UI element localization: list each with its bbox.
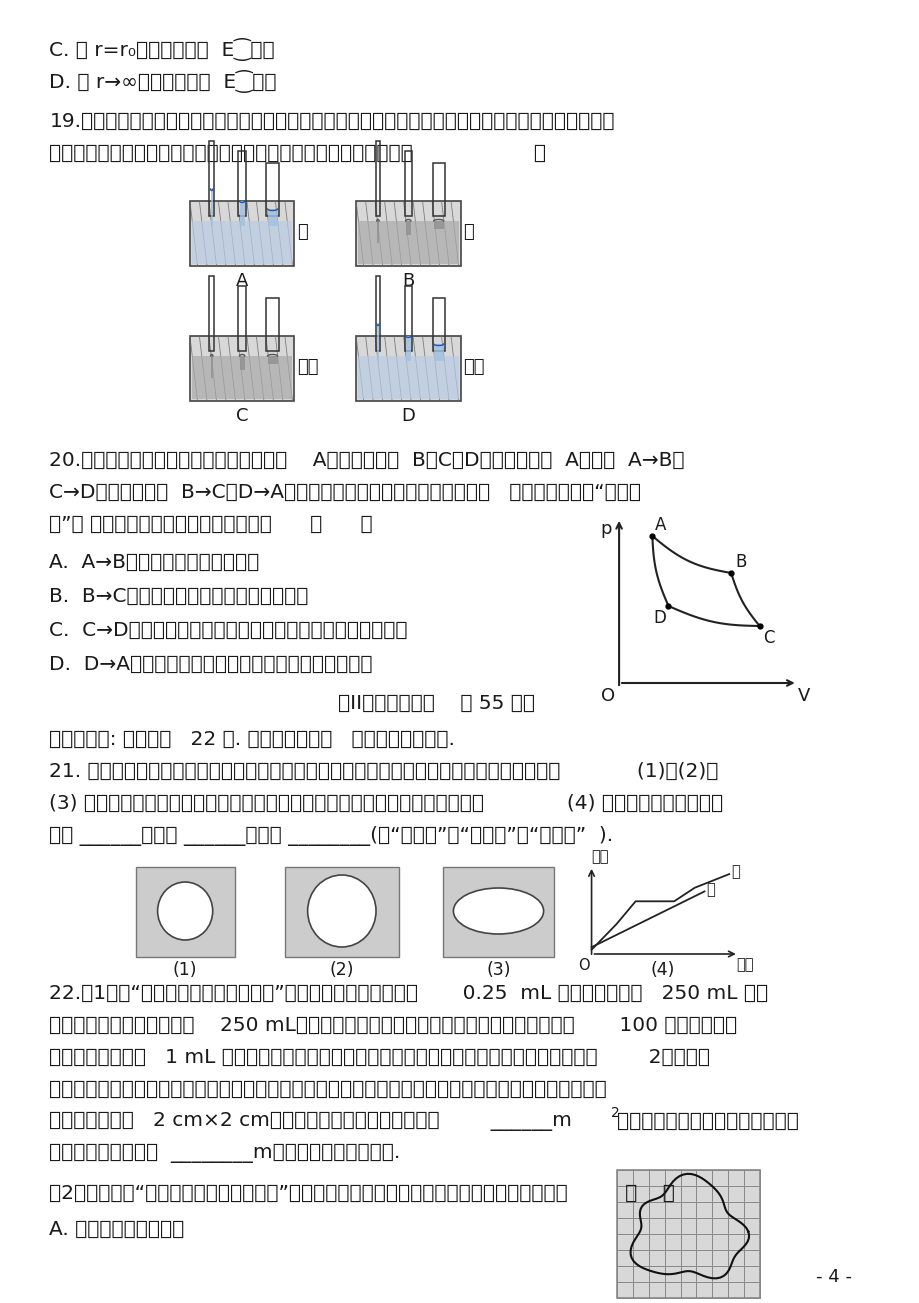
Text: 第II卷（非选择题    共 55 分）: 第II卷（非选择题 共 55 分）	[338, 694, 535, 713]
Text: O: O	[600, 687, 614, 705]
Bar	[357, 356, 459, 399]
Text: 水: 水	[463, 223, 473, 241]
Text: (2): (2)	[329, 962, 354, 979]
Text: B.  B→C过程中，气体分子的平均动能增大: B. B→C过程中，气体分子的平均动能增大	[50, 586, 309, 606]
Text: B: B	[402, 272, 414, 291]
Text: D: D	[401, 407, 414, 425]
Text: D. 当 r→∞时，分子势能  E⁐最小: D. 当 r→∞时，分子势能 E⁐最小	[50, 70, 277, 93]
Text: 同粗细的三根毛细管插入水和水銀中，如图所示，正确的现象应是（                   ）: 同粗细的三根毛细管插入水和水銀中，如图所示，正确的现象应是（ ）	[50, 145, 546, 163]
Bar	[267, 298, 278, 351]
Text: 出油膜分子的直径是  ________m（保留一位有效数字）.: 出油膜分子的直径是 ________m（保留一位有效数字）.	[50, 1144, 400, 1164]
Bar	[405, 336, 411, 361]
Text: (3): (3)	[486, 962, 510, 979]
Bar	[136, 866, 234, 956]
Text: (3) 所示，而甲、乙、丙三种固体在溶化过程中温度随加热时间变化的关系如图             (4) 所示，则由此可判断出: (3) 所示，而甲、乙、丙三种固体在溶化过程中温度随加热时间变化的关系如图 (4…	[50, 794, 722, 813]
Text: 21. 在甲、乙、丙三种固体薄片上涂上石蜡，用烧热的针接触其上一点，石蜡溶化的范围如图            (1)、(2)、: 21. 在甲、乙、丙三种固体薄片上涂上石蜡，用烧热的针接触其上一点，石蜡溶化的范…	[50, 762, 718, 780]
Text: 20.如图所示，一定质量的理想气体从状态    A依次经过状态  B、C和D后再回到状态  A，其中  A→B和: 20.如图所示，一定质量的理想气体从状态 A依次经过状态 B、C和D后再回到状态…	[50, 451, 684, 470]
Bar	[191, 222, 292, 265]
Text: 的液面达到量筒中   1 mL 的刻度，再用滴管取配好的油酸溶液，向撒有痱子粉的盛水浅盘中滴下        2滴溶液，: 的液面达到量筒中 1 mL 的刻度，再用滴管取配好的油酸溶液，向撒有痱子粉的盛水…	[50, 1048, 709, 1067]
Text: C: C	[763, 629, 774, 648]
Text: C: C	[235, 407, 248, 425]
Bar	[267, 163, 278, 216]
Text: 22.（1）在“用油膜法估测分子的大小”的实验中，用移液管量取       0.25  mL 油酸，倒入标注   250 mL 的容: 22.（1）在“用油膜法估测分子的大小”的实验中，用移液管量取 0.25 mL …	[50, 984, 767, 1003]
Text: （2）某同学在“用油膜法估测分子的大小”的实验中，计算出的分子直径明显偏大，可能是由于         （    ）: （2）某同学在“用油膜法估测分子的大小”的实验中，计算出的分子直径明显偏大，可能…	[50, 1184, 675, 1203]
Text: C.  C→D过程中，单位时间内碰撞单位面积器壁的分子数增多: C. C→D过程中，单位时间内碰撞单位面积器壁的分子数增多	[50, 622, 407, 640]
Text: A: A	[654, 516, 666, 534]
Bar	[375, 276, 380, 351]
Bar	[285, 866, 398, 956]
Bar	[405, 222, 411, 235]
Text: （保留两位有效数字），由此估算: （保留两位有效数字），由此估算	[617, 1111, 799, 1131]
Bar	[239, 356, 244, 370]
Text: 温度: 温度	[591, 850, 608, 864]
Text: 在液面上形成油酸薄膜，待油膜稳定后，放在带有正方形坐标格的玻璃板下观察油膜，如图所示。坐标格: 在液面上形成油酸薄膜，待油膜稳定后，放在带有正方形坐标格的玻璃板下观察油膜，如图…	[50, 1080, 607, 1098]
Ellipse shape	[453, 889, 543, 934]
Bar	[267, 208, 278, 225]
Text: 时间: 时间	[735, 956, 753, 972]
Bar	[210, 356, 212, 378]
Text: 量瓶中，再加入酒精后得到    250 mL的溶液，然后用滴管吸取这种溶液，向小量筒中滴入       100 滴溶液，溶液: 量瓶中，再加入酒精后得到 250 mL的溶液，然后用滴管吸取这种溶液，向小量筒中…	[50, 1016, 737, 1035]
Bar	[376, 222, 379, 242]
Text: A. 油酸分子未完全散开: A. 油酸分子未完全散开	[50, 1220, 185, 1239]
Bar	[433, 222, 443, 229]
Bar	[617, 1170, 759, 1298]
Bar	[443, 866, 553, 956]
Text: 环”。 该循环过程中，下列说法正确的是      （      ）: 环”。 该循环过程中，下列说法正确的是 （ ）	[50, 515, 372, 534]
Bar	[357, 222, 459, 265]
Bar	[191, 356, 292, 399]
Text: B: B	[734, 552, 745, 571]
Bar	[267, 356, 278, 364]
Text: 水: 水	[297, 223, 308, 241]
Bar	[210, 276, 214, 351]
Text: 三、简答题: 本题共计   22 分. 请将解答填写在   答题卡相应的位置.: 三、简答题: 本题共计 22 分. 请将解答填写在 答题卡相应的位置.	[50, 730, 455, 749]
Bar	[433, 344, 443, 361]
Bar	[404, 151, 412, 216]
Text: (4): (4)	[650, 962, 674, 979]
Ellipse shape	[157, 882, 212, 939]
Text: C. 当 r=r₀时，分子势能  E⁐最小: C. 当 r=r₀时，分子势能 E⁐最小	[50, 38, 275, 61]
Bar	[404, 285, 412, 351]
Bar	[356, 336, 460, 401]
Text: 水銀: 水銀	[463, 358, 484, 377]
Text: A.  A→B过程中，气体对外界做功: A. A→B过程中，气体对外界做功	[50, 552, 259, 572]
Ellipse shape	[307, 876, 376, 947]
Bar	[189, 201, 294, 266]
Bar	[356, 201, 460, 266]
Bar	[238, 285, 245, 351]
Text: C→D为等温过程，  B→C和D→A为绝热过程（气体与外界无热量交换）   。这就是著名的“卡诺循: C→D为等温过程， B→C和D→A为绝热过程（气体与外界无热量交换） 。这就是著…	[50, 483, 641, 502]
Bar	[432, 298, 445, 351]
Text: 19.水对玻璃是浸演液体而水銀对玻璃是不浸演液体，它们在毛细管中将产生上升或下降的现象，现把不: 19.水对玻璃是浸演液体而水銀对玻璃是不浸演液体，它们在毛细管中将产生上升或下降…	[50, 112, 614, 132]
Bar	[375, 141, 380, 216]
Bar	[376, 324, 379, 361]
Bar	[210, 189, 212, 225]
Bar	[189, 336, 294, 401]
Text: p: p	[599, 520, 611, 538]
Text: D: D	[652, 609, 665, 627]
Bar	[238, 151, 245, 216]
Text: V: V	[797, 687, 809, 705]
Text: 丙: 丙	[706, 882, 714, 896]
Bar	[432, 163, 445, 216]
Bar	[210, 141, 214, 216]
Text: O: O	[577, 958, 589, 973]
Text: 甲: 甲	[731, 865, 739, 880]
Bar	[239, 201, 244, 225]
Text: D.  D→A过程中，气体分子的速率分布曲线不发生变化: D. D→A过程中，气体分子的速率分布曲线不发生变化	[50, 655, 372, 674]
Text: 水銀: 水銀	[297, 358, 318, 377]
Text: (1): (1)	[173, 962, 198, 979]
Text: 2: 2	[610, 1106, 618, 1121]
Text: - 4 -: - 4 -	[815, 1268, 851, 1286]
Text: 甲为 ______，乙为 ______，丙为 ________(填“单晶体”、“多晶体”、“非晶体”  ).: 甲为 ______，乙为 ______，丙为 ________(填“单晶体”、“…	[50, 826, 613, 846]
Text: A: A	[235, 272, 248, 291]
Text: 正方形的大小为   2 cm×2 cm，由图可以估算出油膜的面积是        ______m: 正方形的大小为 2 cm×2 cm，由图可以估算出油膜的面积是 ______m	[50, 1111, 572, 1131]
